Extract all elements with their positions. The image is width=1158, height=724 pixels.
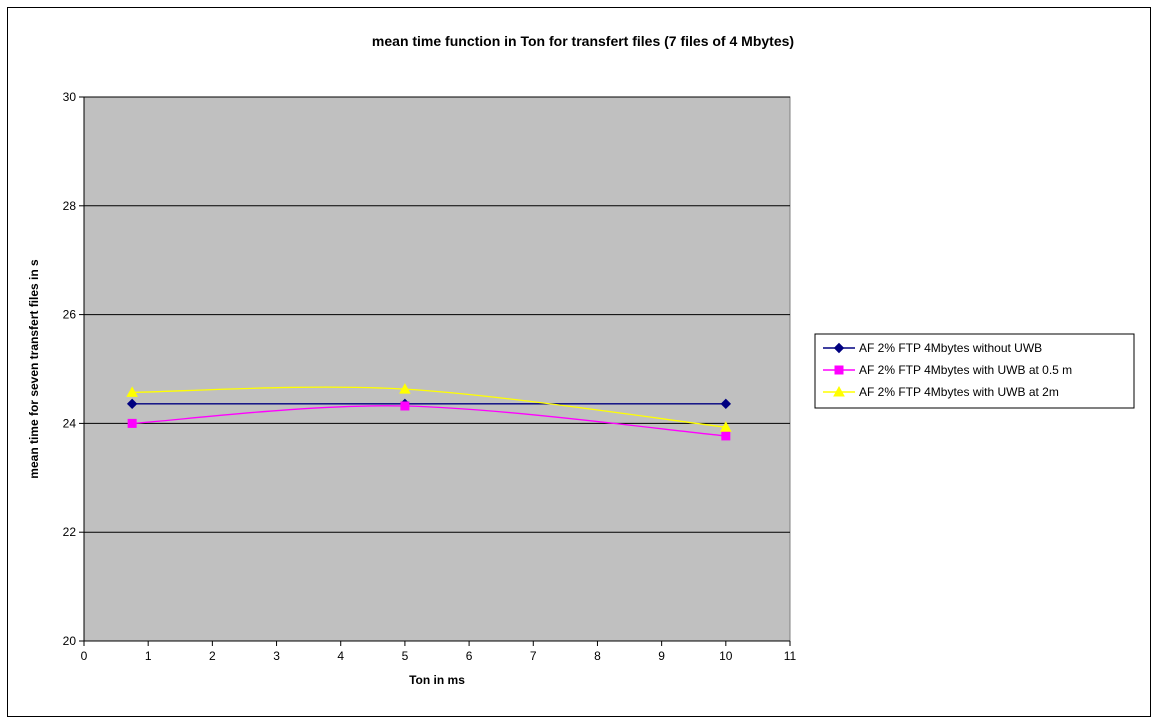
y-tick-label-20: 20 (63, 634, 77, 648)
y-axis-ticks: 20 22 24 26 28 30 (63, 90, 84, 648)
legend-marker-2 (834, 365, 844, 375)
series-3-point-3 (719, 421, 732, 432)
chart-title: mean time function in Ton for transfert … (372, 33, 794, 49)
series-3-point-1 (126, 386, 138, 397)
y-tick-label-26: 26 (63, 308, 77, 322)
chart-frame: mean time function in Ton for transfert … (7, 7, 1151, 717)
y-tick-label-22: 22 (63, 525, 77, 539)
legend-label-1: AF 2% FTP 4Mbytes without UWB (859, 341, 1042, 355)
x-tick-label-0: 0 (81, 649, 88, 663)
y-tick-label-28: 28 (63, 199, 77, 213)
series-3-point-2 (399, 383, 411, 394)
x-tick-label-8: 8 (594, 649, 601, 663)
legend-label-2: AF 2% FTP 4Mbytes with UWB at 0.5 m (859, 363, 1072, 377)
series-markers (126, 383, 732, 441)
y-tick-label-30: 30 (63, 90, 77, 104)
line-chart: mean time function in Ton for transfert … (27, 33, 1135, 687)
x-tick-label-9: 9 (658, 649, 665, 663)
series-1-point-1 (126, 398, 138, 410)
x-tick-label-4: 4 (337, 649, 344, 663)
x-axis-title: Ton in ms (409, 673, 465, 687)
x-tick-label-2: 2 (209, 649, 216, 663)
y-tick-label-24: 24 (63, 416, 77, 430)
legend-label-3: AF 2% FTP 4Mbytes with UWB at 2m (859, 385, 1059, 399)
x-tick-label-11: 11 (784, 649, 797, 663)
x-tick-label-7: 7 (530, 649, 537, 663)
legend-marker-1 (833, 342, 845, 354)
series-2-point-1 (127, 418, 137, 428)
plot-area (83, 96, 791, 642)
series-1-point-3 (720, 398, 732, 410)
gridlines (84, 96, 790, 533)
legend-box (814, 333, 1135, 409)
axes (83, 97, 790, 642)
legend-marker-3 (833, 385, 845, 397)
x-tick-label-1: 1 (145, 649, 152, 663)
x-tick-label-10: 10 (719, 649, 733, 663)
series-2-point-3 (721, 431, 731, 441)
x-axis-ticks: 0 1 2 3 4 5 6 7 8 9 10 11 (81, 641, 797, 663)
x-tick-label-5: 5 (402, 649, 409, 663)
y-axis-title: mean time for seven transfert files in s (27, 259, 41, 479)
legend: AF 2% FTP 4Mbytes without UWB AF 2% FTP 4… (814, 333, 1135, 409)
series-2-point-2 (400, 401, 410, 411)
x-tick-label-6: 6 (466, 649, 473, 663)
x-tick-label-3: 3 (273, 649, 280, 663)
